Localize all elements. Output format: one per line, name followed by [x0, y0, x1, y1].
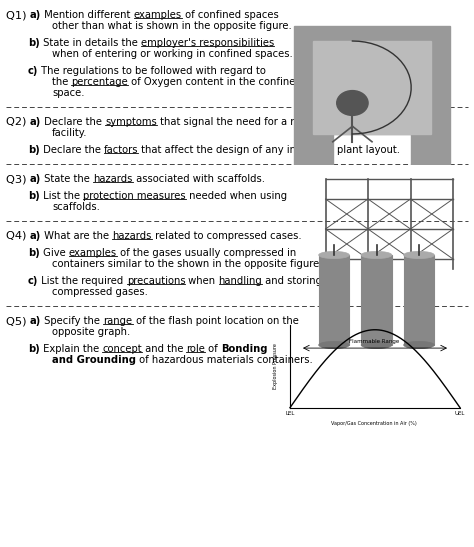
- Text: needed when using: needed when using: [186, 191, 287, 201]
- Text: scaffolds.: scaffolds.: [52, 202, 100, 212]
- Text: facility.: facility.: [52, 128, 88, 138]
- Text: Flammable Range: Flammable Range: [349, 340, 399, 345]
- Ellipse shape: [361, 341, 392, 348]
- Text: other than what is shown in the opposite figure.: other than what is shown in the opposite…: [52, 21, 292, 31]
- Text: of confined spaces: of confined spaces: [182, 10, 279, 20]
- Text: related to compressed cases.: related to compressed cases.: [152, 231, 301, 241]
- Bar: [361, 255, 392, 345]
- Bar: [404, 255, 434, 345]
- Text: State the: State the: [41, 174, 93, 184]
- Text: Q4): Q4): [6, 231, 30, 241]
- Text: What are the: What are the: [41, 231, 112, 241]
- Text: opposite graph.: opposite graph.: [52, 327, 130, 337]
- Text: compressed gases.: compressed gases.: [52, 287, 148, 297]
- Bar: [319, 255, 349, 345]
- Text: List the required: List the required: [38, 276, 127, 286]
- Text: UEL: UEL: [455, 411, 465, 416]
- Text: examples: examples: [134, 10, 182, 20]
- Text: when of entering or working in confined spaces.: when of entering or working in confined …: [52, 49, 293, 59]
- Text: of: of: [205, 344, 221, 354]
- Text: role: role: [186, 344, 205, 354]
- Text: b): b): [28, 248, 40, 258]
- Text: containers similar to the shown in the opposite figure.: containers similar to the shown in the o…: [52, 259, 322, 269]
- Text: hazards: hazards: [93, 174, 133, 184]
- Text: The regulations to be followed with regard to: The regulations to be followed with rega…: [38, 66, 266, 76]
- Text: a): a): [30, 10, 41, 20]
- Text: that affect the design of any industrial plant layout.: that affect the design of any industrial…: [138, 145, 401, 155]
- Text: of the gases usually compressed in: of the gases usually compressed in: [117, 248, 296, 258]
- Text: hazards: hazards: [112, 231, 152, 241]
- Text: c): c): [28, 276, 38, 286]
- Text: a): a): [30, 117, 41, 127]
- Text: associated with scaffolds.: associated with scaffolds.: [133, 174, 265, 184]
- Polygon shape: [293, 26, 450, 165]
- Text: handling: handling: [219, 276, 263, 286]
- Ellipse shape: [319, 252, 349, 259]
- Text: symptoms: symptoms: [105, 117, 157, 127]
- Text: Q2): Q2): [6, 117, 30, 127]
- Ellipse shape: [319, 341, 349, 348]
- Text: Q3): Q3): [6, 174, 30, 184]
- Text: and Grounding: and Grounding: [52, 355, 136, 365]
- Text: protection measures: protection measures: [83, 191, 186, 201]
- Text: c): c): [28, 66, 38, 76]
- Text: List the: List the: [40, 191, 83, 201]
- Text: Give: Give: [40, 248, 69, 258]
- Text: of the flash point location on the: of the flash point location on the: [133, 316, 299, 326]
- Text: and the: and the: [142, 344, 186, 354]
- Text: that signal the need for a re-layout in an industrial: that signal the need for a re-layout in …: [157, 117, 413, 127]
- Text: Explosion Pressure: Explosion Pressure: [273, 344, 279, 389]
- Text: factors: factors: [104, 145, 138, 155]
- Text: b): b): [28, 38, 40, 48]
- Text: space.: space.: [52, 88, 84, 98]
- Text: of hazardous materials containers.: of hazardous materials containers.: [136, 355, 313, 365]
- Text: Q1): Q1): [6, 10, 30, 20]
- Text: when: when: [185, 276, 219, 286]
- Text: range: range: [103, 316, 133, 326]
- Text: the: the: [52, 77, 72, 87]
- Text: Explain the: Explain the: [40, 344, 102, 354]
- Text: Q5): Q5): [6, 316, 30, 326]
- Text: a): a): [30, 231, 41, 241]
- Text: Vapor/Gas Concentration in Air (%): Vapor/Gas Concentration in Air (%): [331, 421, 417, 427]
- Polygon shape: [313, 41, 431, 134]
- Text: concept: concept: [102, 344, 142, 354]
- Text: LEL: LEL: [285, 411, 295, 416]
- Text: and storing: and storing: [263, 276, 322, 286]
- Text: of Oxygen content in the confined: of Oxygen content in the confined: [128, 77, 302, 87]
- Text: Declare the: Declare the: [40, 145, 104, 155]
- Text: b): b): [28, 344, 40, 354]
- Text: Bonding: Bonding: [221, 344, 268, 354]
- Text: examples: examples: [69, 248, 117, 258]
- Text: b): b): [28, 191, 40, 201]
- Text: Declare the: Declare the: [41, 117, 105, 127]
- Text: precautions: precautions: [127, 276, 185, 286]
- Text: a): a): [30, 316, 41, 326]
- Text: b): b): [28, 145, 40, 155]
- Ellipse shape: [361, 252, 392, 259]
- Ellipse shape: [404, 341, 434, 348]
- Text: State in details the: State in details the: [40, 38, 141, 48]
- Text: employer's responsibilities: employer's responsibilities: [141, 38, 274, 48]
- Text: percentage: percentage: [72, 77, 128, 87]
- Circle shape: [337, 91, 368, 115]
- Text: Mention different: Mention different: [41, 10, 134, 20]
- Ellipse shape: [404, 252, 434, 259]
- Text: a): a): [30, 174, 41, 184]
- Text: Specify the: Specify the: [41, 316, 103, 326]
